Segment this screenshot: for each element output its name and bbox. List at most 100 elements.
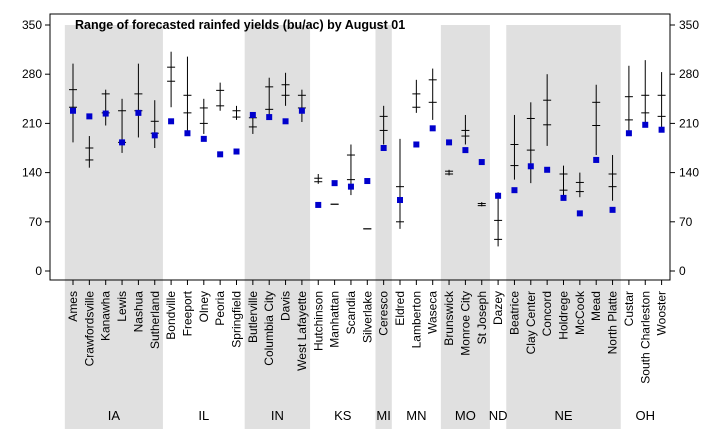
site-label-ceresco: Ceresco: [377, 291, 391, 336]
point-wooster: [658, 126, 665, 133]
left-y-tick-label: 140: [22, 166, 42, 180]
site-label-holdrege: Holdrege: [557, 291, 571, 340]
left-y-tick-label: 280: [22, 67, 42, 81]
site-label-scandia: Scandia: [344, 291, 358, 335]
state-label-ne: NE: [554, 408, 572, 423]
right-y-tick-label: 140: [679, 166, 699, 180]
state-label-mi: MI: [376, 408, 390, 423]
site-label-lewis: Lewis: [115, 291, 129, 322]
site-label-north-platte: North Platte: [606, 291, 620, 355]
site-label-butlerville: Butlerville: [246, 291, 260, 343]
y-axes: 0 0 70 70 140 140 210 210 280 280 350 350: [22, 18, 699, 278]
right-y-tick-label: 350: [679, 18, 699, 32]
site-label-waseca: Waseca: [426, 291, 440, 334]
point-mead: [593, 156, 600, 163]
site-label-dazey: Dazey: [491, 291, 505, 325]
point-brunswick: [446, 139, 453, 146]
state-label-mn: MN: [406, 408, 426, 423]
point-columbia-city: [266, 114, 273, 121]
point-lewis: [119, 139, 126, 146]
state-bands: [64, 25, 621, 429]
point-custar: [625, 130, 632, 137]
site-label-mccook: McCook: [573, 290, 587, 335]
site-label-west-lafayette: West Lafayette: [295, 291, 309, 371]
site-label-nashua: Nashua: [131, 291, 145, 333]
site-label-lamberton: Lamberton: [409, 291, 423, 348]
site-label-freeport: Freeport: [180, 290, 194, 336]
site-label-olney: Olney: [197, 291, 211, 322]
site-label-davis: Davis: [279, 291, 293, 321]
plot-frame: [49, 13, 671, 281]
point-mccook: [576, 210, 583, 217]
point-manhattan: [331, 180, 338, 187]
point-hutchinson: [315, 201, 322, 208]
point-davis: [282, 118, 289, 125]
right-y-tick-label: 280: [679, 67, 699, 81]
site-label-south-charleston: South Charleston: [638, 291, 652, 384]
point-dazey: [495, 192, 502, 199]
state-label-ia: IA: [108, 408, 121, 423]
point-freeport: [184, 130, 191, 137]
state-band-ne: [506, 25, 621, 429]
point-north-platte: [609, 206, 616, 213]
state-labels: IA IL IN KS MI MN MO ND NE OH: [108, 408, 655, 423]
point-scandia: [347, 183, 354, 190]
left-y-tick-label: 210: [22, 116, 42, 130]
site-label-hutchinson: Hutchinson: [311, 291, 325, 351]
point-ceresco: [380, 145, 387, 151]
right-y-tick-label: 210: [679, 116, 699, 130]
chart-marks: [69, 51, 666, 285]
point-peoria: [217, 151, 224, 158]
site-label-bondville: Bondville: [164, 291, 178, 340]
site-label-st-joseph: St Joseph: [475, 291, 489, 344]
point-bondville: [168, 118, 175, 125]
state-label-oh: OH: [636, 408, 656, 423]
state-band-ia: [64, 25, 163, 429]
site-label-crawfordsville: Crawfordsville: [82, 291, 96, 367]
state-label-mo: MO: [455, 408, 476, 423]
point-eldred: [397, 197, 403, 204]
point-sutherland: [151, 132, 158, 139]
point-butlerville: [249, 111, 256, 118]
point-west-lafayette: [298, 107, 305, 114]
state-band-mo: [440, 25, 490, 429]
site-label-concord: Concord: [540, 291, 554, 336]
state-label-in: IN: [271, 408, 284, 423]
site-label-columbia-city: Columbia City: [262, 291, 276, 366]
right-y-tick-label: 0: [679, 264, 686, 278]
state-label-il: IL: [198, 408, 209, 423]
site-label-ames: Ames: [66, 291, 80, 322]
point-beatrice: [511, 187, 518, 194]
right-y-tick-label: 70: [679, 215, 693, 229]
point-lamberton: [413, 141, 420, 148]
site-label-peoria: Peoria: [213, 291, 227, 326]
point-nashua: [135, 109, 142, 116]
site-label-sutherland: Sutherland: [148, 291, 162, 349]
point-south-charleston: [642, 121, 649, 128]
site-label-custar: Custar: [622, 291, 636, 326]
site-labels: Ames Crawfordsville Kanawha Lewis Nashua Suth…: [66, 290, 669, 384]
site-label-clay-center: Clay Center: [524, 291, 538, 354]
state-label-nd: ND: [489, 408, 508, 423]
point-monroe-city: [462, 147, 469, 154]
site-label-mead: Mead: [589, 291, 603, 321]
point-crawfordsville: [86, 113, 93, 120]
point-kanawha: [102, 110, 109, 117]
site-label-monroe-city: Monroe City: [458, 291, 472, 356]
point-silverlake: [364, 178, 371, 185]
point-holdrege: [560, 194, 567, 201]
site-label-manhattan: Manhattan: [328, 291, 342, 348]
point-ames: [70, 107, 76, 114]
site-label-kanawha: Kanawha: [99, 291, 113, 341]
site-label-brunswick: Brunswick: [442, 290, 456, 346]
point-st-joseph: [478, 159, 485, 166]
site-label-beatrice: Beatrice: [507, 291, 521, 335]
point-clay-center: [527, 163, 534, 170]
site-label-springfield: Springfield: [230, 291, 244, 348]
left-y-tick-label: 70: [29, 215, 43, 229]
point-olney: [200, 135, 207, 142]
left-y-tick-label: 350: [22, 18, 42, 32]
point-springfield: [233, 148, 240, 155]
state-label-ks: KS: [334, 408, 352, 423]
